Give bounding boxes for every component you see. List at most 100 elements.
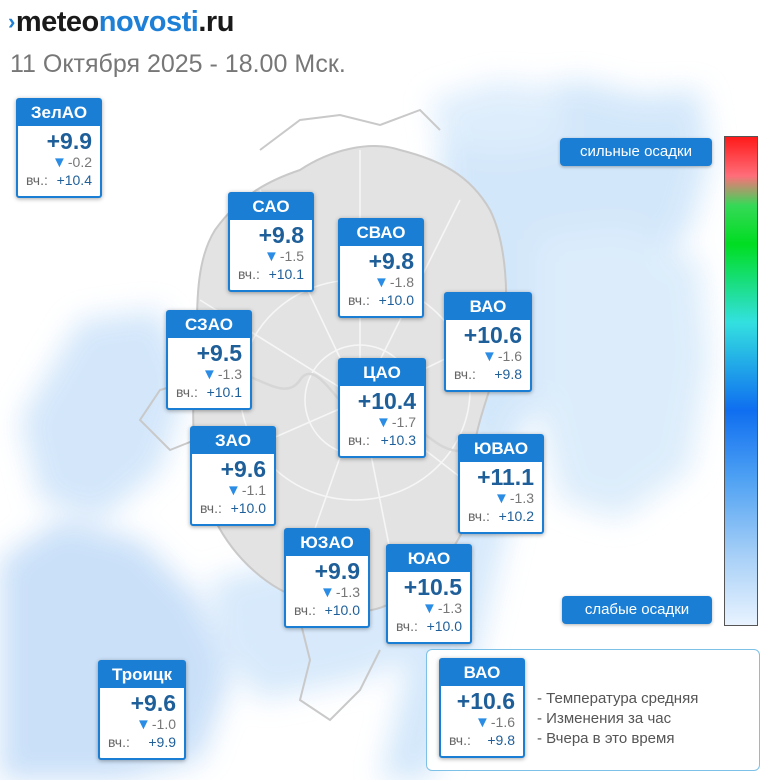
down-arrow-icon: ▼: [376, 414, 391, 431]
district-card-yuzao[interactable]: ЮЗАО +9.9 ▼-1.3 вч.: +10.0: [284, 528, 370, 628]
district-card-svao[interactable]: СВАО +9.8 ▼-1.8 вч.: +10.0: [338, 218, 424, 318]
district-card-zao[interactable]: ЗАО +9.6 ▼-1.1 вч.: +10.0: [190, 426, 276, 526]
hourly-change: ▼-1.1: [192, 482, 274, 499]
hourly-change: ▼-1.5: [230, 248, 312, 265]
yesterday-value: +10.2: [498, 508, 534, 524]
down-arrow-icon: ▼: [320, 584, 335, 601]
district-card-vao[interactable]: ВАО +10.6 ▼-1.6 вч.: +9.8: [444, 292, 532, 392]
yesterday-row: вч.: +10.1: [168, 383, 250, 401]
district-temp: +9.8: [258, 222, 304, 248]
district-temp: +9.6: [130, 690, 176, 716]
hourly-change: ▼-1.3: [460, 490, 542, 507]
district-temp: +9.8: [368, 248, 414, 274]
district-temp: +9.9: [314, 558, 360, 584]
district-name: ЗелАО: [18, 100, 100, 126]
down-arrow-icon: ▼: [136, 716, 151, 733]
yesterday-row: вч.: +9.9: [100, 733, 184, 751]
hourly-change: ▼-1.7: [340, 414, 424, 431]
yesterday-row: вч.: +9.8: [446, 365, 530, 383]
yesterday-value: +9.9: [148, 734, 176, 750]
logo-meteo: meteo: [15, 6, 99, 38]
yesterday-value: +10.0: [324, 602, 360, 618]
report-datetime: 11 Октября 2025 - 18.00 Мск.: [10, 50, 346, 78]
yesterday-label: вч.:: [200, 500, 222, 516]
hourly-change: ▼-1.0: [100, 716, 184, 733]
down-arrow-icon: ▼: [422, 600, 437, 617]
yesterday-value: +10.3: [380, 432, 416, 448]
district-card-szao[interactable]: СЗАО +9.5 ▼-1.3 вч.: +10.1: [166, 310, 252, 410]
yesterday-row: вч.: +9.8: [441, 731, 523, 749]
district-name: САО: [230, 194, 312, 220]
down-arrow-icon: ▼: [482, 348, 497, 365]
change-value: -1.5: [279, 248, 304, 264]
yesterday-label: вч.:: [348, 292, 370, 308]
logo-domain: .ru: [198, 6, 234, 38]
district-card-sao[interactable]: САО +9.8 ▼-1.5 вч.: +10.1: [228, 192, 314, 292]
district-name: ЮАО: [388, 546, 470, 572]
precip-zone-east-2: [540, 230, 710, 520]
strong-precip-label: сильные осадки: [560, 138, 712, 166]
down-arrow-icon: ▼: [52, 154, 67, 171]
change-value: -1.6: [490, 714, 515, 730]
yesterday-label: вч.:: [449, 732, 471, 748]
yesterday-value: +10.0: [426, 618, 462, 634]
yesterday-value: +9.8: [487, 732, 515, 748]
change-value: -1.6: [497, 348, 522, 364]
yesterday-value: +10.4: [56, 172, 92, 188]
down-arrow-icon: ▼: [494, 490, 509, 507]
yesterday-row: вч.: +10.2: [460, 507, 542, 525]
legend-sample-card: ВАО +10.6 ▼-1.6 вч.: +9.8: [439, 658, 525, 758]
district-name: СЗАО: [168, 312, 250, 338]
yesterday-label: вч.:: [238, 266, 260, 282]
down-arrow-icon: ▼: [475, 714, 490, 731]
yesterday-value: +10.1: [206, 384, 242, 400]
yesterday-row: вч.: +10.1: [230, 265, 312, 283]
change-value: -1.0: [151, 716, 176, 732]
district-name: ВАО: [446, 294, 530, 320]
legend-item-avg-temp: - Температура средняя: [537, 690, 699, 707]
district-name: Троицк: [100, 662, 184, 688]
district-card-troitsk[interactable]: Троицк +9.6 ▼-1.0 вч.: +9.9: [98, 660, 186, 760]
logo-mark: ›: [8, 9, 15, 34]
change-value: -0.2: [67, 154, 92, 170]
yesterday-value: +10.0: [378, 292, 414, 308]
hourly-change: ▼-0.2: [18, 154, 100, 171]
hourly-change: ▼-1.6: [446, 348, 530, 365]
district-name: ЗАО: [192, 428, 274, 454]
yesterday-row: вч.: +10.0: [286, 601, 368, 619]
yesterday-label: вч.:: [294, 602, 316, 618]
outer-suburb-north: [259, 108, 441, 151]
down-arrow-icon: ▼: [374, 274, 389, 291]
change-value: -1.7: [391, 414, 416, 430]
district-temp: +9.6: [220, 456, 266, 482]
outer-suburb-south: [298, 619, 381, 722]
yesterday-value: +10.1: [268, 266, 304, 282]
change-value: -1.3: [509, 490, 534, 506]
hourly-change: ▼-1.6: [441, 714, 523, 731]
hourly-change: ▼-1.8: [340, 274, 422, 291]
yesterday-label: вч.:: [108, 734, 130, 750]
district-name: ВАО: [441, 660, 523, 686]
yesterday-row: вч.: +10.3: [340, 431, 424, 449]
site-logo[interactable]: ›meteonovosti.ru: [8, 6, 234, 39]
district-card-yuvao[interactable]: ЮВАО +11.1 ▼-1.3 вч.: +10.2: [458, 434, 544, 534]
district-card-yuao[interactable]: ЮАО +10.5 ▼-1.3 вч.: +10.0: [386, 544, 472, 644]
yesterday-row: вч.: +10.0: [340, 291, 422, 309]
yesterday-row: вч.: +10.0: [192, 499, 274, 517]
district-temp: +10.6: [463, 322, 522, 348]
district-name: ЮЗАО: [286, 530, 368, 556]
district-temp: +10.5: [403, 574, 462, 600]
yesterday-value: +9.8: [494, 366, 522, 382]
weak-precip-label: слабые осадки: [562, 596, 712, 624]
yesterday-label: вч.:: [176, 384, 198, 400]
legend-item-hourly-change: - Изменения за час: [537, 710, 672, 727]
district-name: СВАО: [340, 220, 422, 246]
hourly-change: ▼-1.3: [388, 600, 470, 617]
district-card-cao[interactable]: ЦАО +10.4 ▼-1.7 вч.: +10.3: [338, 358, 426, 458]
change-value: -1.3: [217, 366, 242, 382]
district-card-zelao[interactable]: ЗелАО +9.9 ▼-0.2 вч.: +10.4: [16, 98, 102, 198]
district-temp: +9.9: [46, 128, 92, 154]
district-temp: +10.4: [357, 388, 416, 414]
district-temp: +10.6: [456, 688, 515, 714]
yesterday-row: вч.: +10.0: [388, 617, 470, 635]
